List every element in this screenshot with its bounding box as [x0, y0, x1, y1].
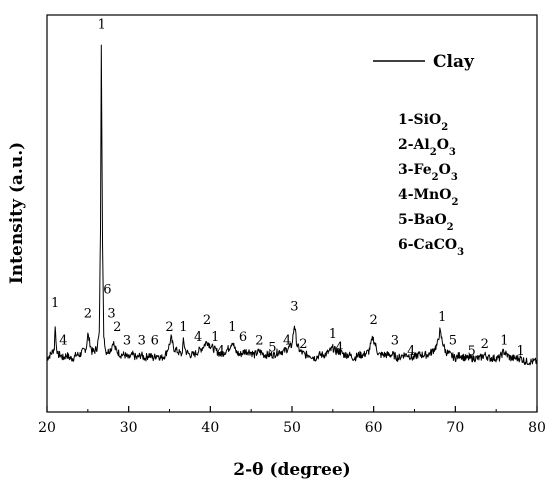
component-label: 3-Fe2O3: [398, 162, 458, 183]
peak-label: 4: [194, 330, 202, 345]
peak-label: 2: [165, 320, 173, 335]
peak-label: 4: [407, 344, 415, 359]
peak-label: 5: [468, 344, 476, 359]
peak-label: 1: [228, 320, 236, 335]
component-label: 5-BaO2: [398, 212, 454, 233]
peak-label: 1: [329, 327, 337, 342]
y-axis-label: Intensity (a.u.): [7, 142, 27, 284]
x-tick-label: 80: [528, 420, 546, 436]
peak-label: 5: [268, 340, 276, 355]
x-tick-label: 70: [446, 420, 464, 436]
peak-label: 1: [51, 296, 59, 311]
peak-label: 3: [290, 300, 298, 315]
peak-label: 2: [203, 313, 211, 328]
peak-label: 1: [517, 344, 525, 359]
x-axis-ticks: 20 30 40 50 60 70 80: [38, 406, 546, 436]
peak-label: 1: [500, 334, 508, 349]
peak-label: 2: [370, 313, 378, 328]
x-tick-label: 40: [201, 420, 219, 436]
peak-label: 2: [255, 334, 263, 349]
peak-label: 4: [217, 344, 225, 359]
peak-label: 1: [98, 17, 106, 32]
plot-frame: [46, 14, 538, 413]
peak-label: 3: [391, 334, 399, 349]
series-layer: [46, 44, 538, 366]
peak-label: 1: [211, 330, 219, 345]
peak-label: 2: [84, 306, 92, 321]
component-label: 4-MnO2: [398, 187, 458, 208]
peak-label: 4: [283, 334, 291, 349]
peak-label: 4: [335, 340, 343, 355]
peak-label: 3: [138, 334, 146, 349]
peak-label: 6: [103, 283, 111, 298]
series-line-clay: [46, 44, 538, 366]
component-legend: 1-SiO2 2-Al2O3 3-Fe2O3 4-MnO2 5-BaO2 6-CaCO3: [398, 112, 464, 258]
component-label: 2-Al2O3: [398, 137, 456, 158]
peak-label: 6: [151, 334, 159, 349]
x-tick-label: 50: [283, 420, 301, 436]
peak-label: 2: [299, 337, 307, 352]
peak-label: 1: [438, 310, 446, 325]
peak-label: 4: [59, 334, 67, 349]
x-tick-label: 20: [38, 420, 56, 436]
x-tick-label: 60: [365, 420, 383, 436]
legend-label: Clay: [433, 52, 475, 72]
x-axis-label: 2-θ (degree): [233, 460, 350, 480]
peak-label: 2: [481, 337, 489, 352]
peak-label: 3: [107, 306, 115, 321]
peak-label: 3: [123, 334, 131, 349]
x-tick-label: 30: [120, 420, 138, 436]
peak-label: 1: [179, 320, 187, 335]
component-label: 6-CaCO3: [398, 237, 464, 258]
peak-label: 2: [113, 320, 121, 335]
peak-label: 5: [449, 334, 457, 349]
legend: Clay: [373, 52, 475, 72]
peak-label: 6: [239, 330, 247, 345]
component-label: 1-SiO2: [398, 112, 448, 133]
